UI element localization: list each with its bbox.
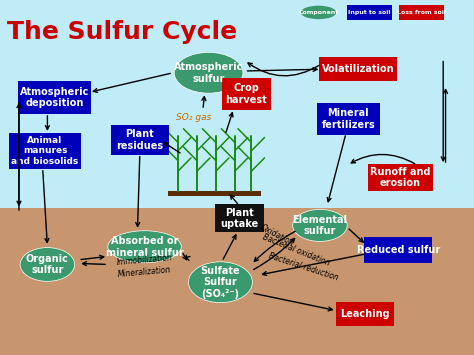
FancyBboxPatch shape bbox=[368, 164, 433, 191]
Text: Bacterial reduction: Bacterial reduction bbox=[267, 251, 339, 283]
FancyBboxPatch shape bbox=[215, 204, 264, 232]
Text: Mineral
fertilizers: Mineral fertilizers bbox=[321, 108, 375, 130]
Text: Elemental
sulfur: Elemental sulfur bbox=[292, 215, 347, 236]
FancyBboxPatch shape bbox=[110, 126, 169, 155]
Text: Bacterial oxidation: Bacterial oxidation bbox=[261, 233, 331, 268]
Ellipse shape bbox=[301, 6, 336, 19]
Ellipse shape bbox=[293, 209, 347, 241]
Text: Leaching: Leaching bbox=[340, 309, 390, 319]
FancyBboxPatch shape bbox=[347, 5, 392, 20]
Text: Plant
uptake: Plant uptake bbox=[220, 208, 258, 229]
Ellipse shape bbox=[174, 52, 243, 93]
Text: Atmospheric
deposition: Atmospheric deposition bbox=[20, 87, 89, 108]
Text: Component: Component bbox=[299, 10, 338, 15]
Text: Sulfate
Sulfur
(SO₄²⁻): Sulfate Sulfur (SO₄²⁻) bbox=[201, 266, 240, 299]
Text: Reduced sulfur: Reduced sulfur bbox=[356, 245, 440, 255]
Text: The Sulfur Cycle: The Sulfur Cycle bbox=[7, 20, 237, 44]
FancyBboxPatch shape bbox=[319, 57, 396, 81]
Text: Runoff and
erosion: Runoff and erosion bbox=[370, 167, 431, 188]
FancyBboxPatch shape bbox=[336, 302, 394, 326]
FancyBboxPatch shape bbox=[0, 208, 474, 355]
Text: Input to soil: Input to soil bbox=[348, 10, 391, 15]
Ellipse shape bbox=[108, 231, 181, 263]
Text: Absorbed or
mineral sulfur: Absorbed or mineral sulfur bbox=[106, 236, 183, 257]
FancyBboxPatch shape bbox=[222, 78, 271, 110]
Text: SO₂ gas: SO₂ gas bbox=[176, 113, 211, 122]
Text: Volatilization: Volatilization bbox=[321, 64, 394, 74]
Text: Mineralization: Mineralization bbox=[118, 266, 172, 279]
FancyBboxPatch shape bbox=[399, 5, 444, 20]
Text: Loss from soil: Loss from soil bbox=[397, 10, 446, 15]
Text: Organic
sulfur: Organic sulfur bbox=[26, 254, 69, 275]
Text: Oxidation: Oxidation bbox=[259, 223, 296, 247]
Text: Plant
residues: Plant residues bbox=[116, 130, 164, 151]
Ellipse shape bbox=[20, 248, 75, 281]
FancyBboxPatch shape bbox=[168, 191, 261, 196]
FancyBboxPatch shape bbox=[9, 133, 82, 169]
Ellipse shape bbox=[189, 262, 252, 302]
Text: Animal
manures
and biosolids: Animal manures and biosolids bbox=[11, 136, 79, 166]
Text: Crop
harvest: Crop harvest bbox=[226, 83, 267, 105]
Text: Atmospheric
sulfur: Atmospheric sulfur bbox=[174, 62, 243, 83]
FancyBboxPatch shape bbox=[364, 237, 432, 263]
Text: Immobilization: Immobilization bbox=[116, 253, 173, 267]
FancyBboxPatch shape bbox=[18, 81, 91, 114]
FancyBboxPatch shape bbox=[317, 103, 380, 135]
